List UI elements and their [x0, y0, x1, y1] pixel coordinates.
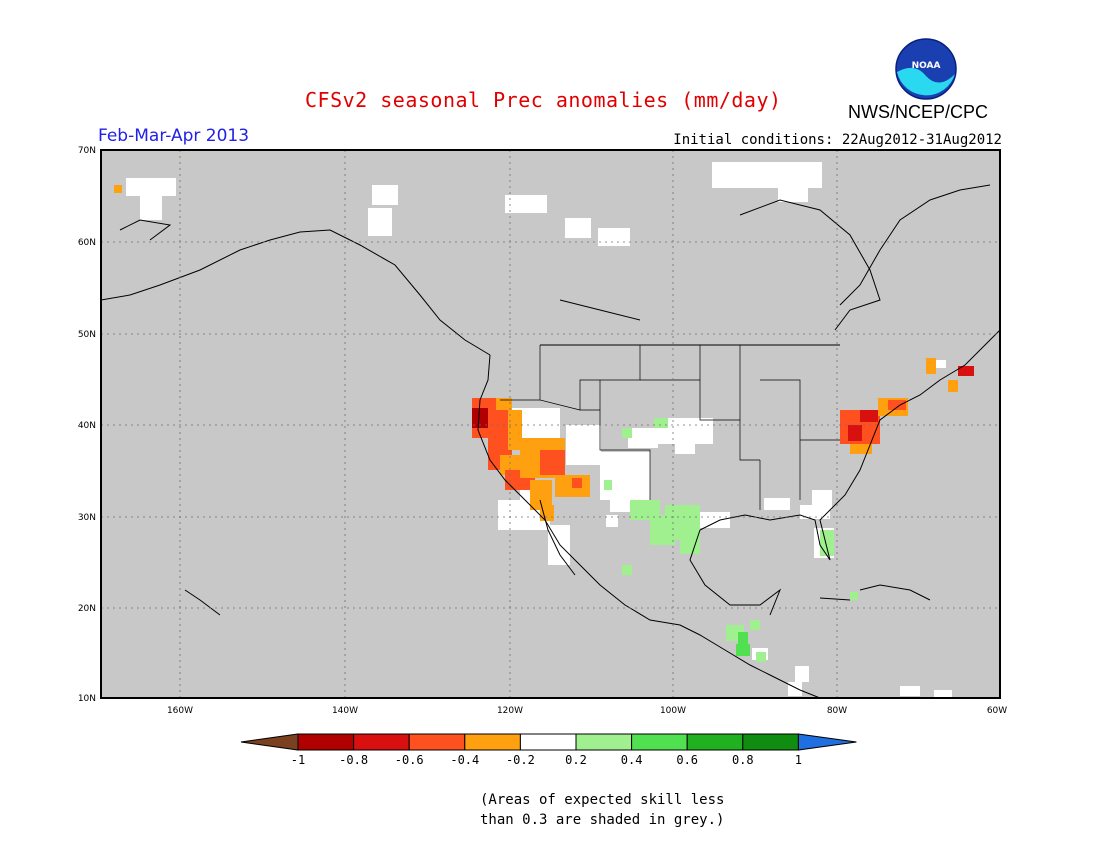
colorbar-swatch	[631, 733, 688, 751]
map-frame	[100, 149, 1001, 699]
organization-label: NWS/NCEP/CPC	[848, 102, 989, 122]
colorbar-arrow-left	[240, 733, 299, 751]
colorbar-tick-label: 1	[795, 753, 802, 767]
political-boundaries	[500, 345, 840, 510]
initial-conditions: Initial conditions: 22Aug2012-31Aug2012	[673, 132, 1002, 148]
colorbar-tick-label: -1	[291, 753, 305, 767]
colorbar	[240, 733, 857, 751]
colorbar-tick-label: -0.2	[506, 753, 535, 767]
lat-label: 10N	[78, 694, 96, 704]
logo-text: NOAA	[912, 61, 941, 71]
colorbar-swatch	[353, 733, 410, 751]
coastlines	[100, 184, 1001, 699]
colorbar-tick-label: -0.8	[339, 753, 368, 767]
lat-label: 40N	[78, 421, 96, 431]
lat-label: 20N	[78, 604, 96, 614]
dry-anomaly-patches	[114, 185, 974, 521]
colorbar-tick-label: 0.2	[565, 753, 587, 767]
noaa-logo: NOAA	[895, 38, 957, 100]
map-title: CFSv2 seasonal Prec anomalies (mm/day)	[305, 88, 782, 112]
grid-lines	[101, 150, 1000, 698]
colorbar-swatch	[408, 733, 466, 751]
colorbar-swatch	[575, 733, 633, 751]
colorbar-swatch	[464, 733, 521, 751]
lat-label: 30N	[78, 513, 96, 523]
colorbar-tick-label: 0.6	[676, 753, 698, 767]
lat-label: 60N	[78, 238, 96, 248]
lat-label: 70N	[78, 146, 96, 156]
colorbar-swatch	[297, 733, 355, 751]
colorbar-tick-label: -0.6	[395, 753, 424, 767]
lon-label: 60W	[987, 706, 1007, 716]
skill-note: (Areas of expected skill less than 0.3 a…	[480, 790, 724, 830]
white-patches	[126, 162, 952, 698]
lon-label: 140W	[332, 706, 358, 716]
lat-label: 50N	[78, 330, 96, 340]
latitude-labels: 70N 60N 50N 40N 30N 20N 10N	[78, 146, 96, 704]
lon-label: 160W	[167, 706, 193, 716]
lon-label: 80W	[827, 706, 847, 716]
note-line: (Areas of expected skill less	[480, 792, 725, 808]
longitude-labels: 160W 140W 120W 100W 80W 60W	[167, 706, 1007, 716]
colorbar-tick-label: 0.8	[732, 753, 754, 767]
colorbar-tick-label: -0.4	[450, 753, 479, 767]
colorbar-swatch	[686, 733, 744, 751]
colorbar-swatch	[519, 733, 577, 751]
colorbar-tick-label: 0.4	[621, 753, 643, 767]
colorbar-labels: -1 -0.8 -0.6 -0.4 -0.2 0.2 0.4 0.6 0.8 1	[291, 753, 802, 767]
note-line: than 0.3 are shaded in grey.)	[480, 812, 725, 828]
wet-anomaly-patches	[604, 418, 858, 662]
season-label: Feb-Mar-Apr 2013	[98, 126, 250, 146]
colorbar-arrow-right	[797, 733, 857, 751]
lon-label: 100W	[660, 706, 686, 716]
colorbar-swatch	[742, 733, 799, 751]
lon-label: 120W	[497, 706, 523, 716]
